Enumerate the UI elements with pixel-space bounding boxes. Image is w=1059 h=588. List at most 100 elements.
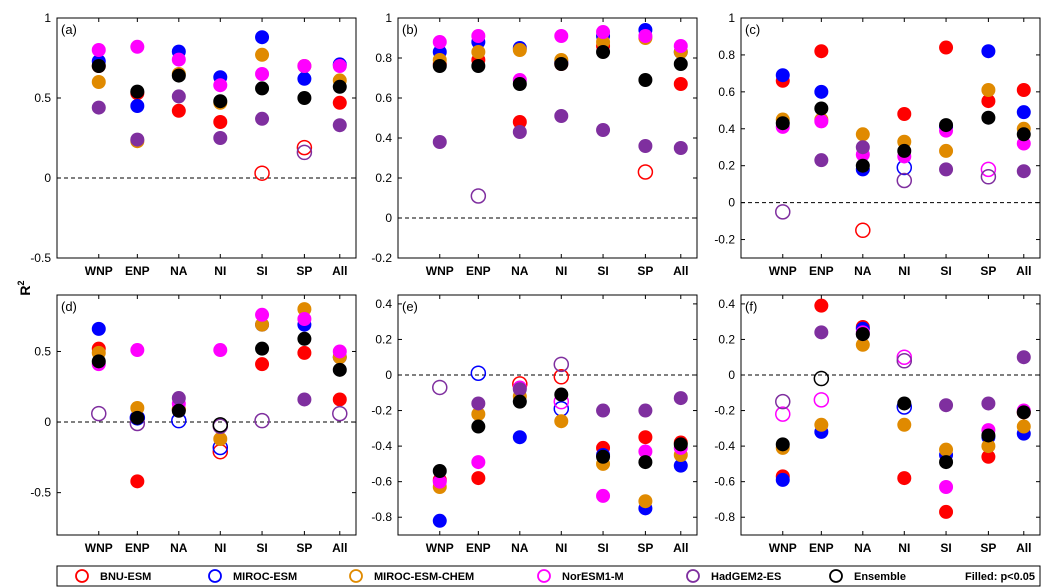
point-ensemble-ni: [897, 396, 912, 411]
point-bnu-esm-all: [332, 95, 347, 110]
point-hadgem2-es-sp: [297, 392, 312, 407]
point-ensemble-all: [1016, 405, 1031, 420]
panels: -0.5 0 0.5 1 WNP ENP NA NI SI SP All (a) -0.2 0 0.2 0.4…: [30, 11, 1041, 555]
point-miroc-esm-na: [512, 430, 527, 445]
point-ensemble-na: [171, 403, 186, 418]
y-tick-label: -0.6: [371, 475, 392, 489]
x-tick-label: SP: [637, 264, 653, 278]
point-hadgem2-es-enp: [130, 132, 145, 147]
point-hadgem2-es-ni: [896, 353, 913, 369]
point-bnu-esm-enp: [814, 44, 829, 59]
x-tick-label: NI: [898, 264, 910, 278]
point-hadgem2-es-sp: [638, 139, 653, 153]
y-tick-label: 0.2: [718, 332, 735, 346]
point-hadgem2-es-enp: [814, 325, 829, 340]
x-tick-label: WNP: [85, 541, 113, 555]
x-tick-label: SP: [296, 541, 312, 555]
point-ensemble-all: [673, 57, 688, 71]
point-miroc-esm-enp: [130, 99, 145, 113]
point-miroc-esm-sp: [981, 44, 996, 59]
point-bnu-esm-enp: [130, 474, 145, 489]
point-miroc-esm-chem-ni: [554, 414, 569, 429]
point-noresm1-m-all: [332, 344, 347, 359]
plot-frame: [397, 294, 698, 536]
point-hadgem2-es-sp: [296, 144, 313, 161]
point-ensemble-ni: [212, 417, 229, 433]
legend-box: [56, 565, 1041, 587]
point-noresm1-m-enp: [813, 392, 830, 408]
point-ensemble-enp: [471, 59, 486, 73]
point-miroc-esm-wnp: [775, 68, 790, 83]
point-noresm1-m-all: [673, 39, 688, 53]
x-tick-label: WNP: [769, 541, 797, 555]
point-noresm1-m-wnp: [432, 35, 447, 49]
point-hadgem2-es-wnp: [775, 204, 791, 220]
point-noresm1-m-all: [332, 59, 347, 73]
legend-label-bnu-esm: BNU-ESM: [100, 571, 151, 583]
point-noresm1-m-enp: [130, 343, 145, 358]
point-ensemble-enp: [813, 370, 830, 387]
point-ensemble-enp: [130, 84, 145, 99]
panel-label: (c): [745, 22, 760, 37]
x-tick-label: All: [332, 264, 347, 278]
panel-label: (b): [402, 22, 418, 37]
point-noresm1-m-enp: [130, 39, 145, 54]
x-tick-label: SI: [940, 264, 951, 278]
point-miroc-esm-wnp: [432, 513, 447, 528]
y-tick-label: 0.6: [718, 85, 735, 99]
point-ensemble-sp: [638, 73, 653, 87]
x-tick-label: All: [673, 541, 688, 555]
point-noresm1-m-wnp: [775, 406, 791, 422]
legend-marker-hadgem2-es: [686, 569, 700, 583]
point-ensemble-all: [1016, 127, 1031, 142]
point-hadgem2-es-sp: [980, 169, 997, 185]
x-tick-label: All: [1016, 264, 1031, 278]
point-bnu-esm-sp: [638, 430, 653, 445]
x-tick-label: WNP: [426, 541, 454, 555]
point-noresm1-m-ni: [213, 78, 228, 93]
point-noresm1-m-sp: [297, 59, 312, 73]
point-miroc-esm-chem-sp: [297, 302, 312, 317]
panel-f: -0.8 -0.6 -0.4 -0.2 0 0.2 0.4 WNP ENP NA NI SI SP All…: [714, 294, 1041, 555]
point-miroc-esm-enp: [814, 84, 829, 99]
panel-c: -0.2 0 0.2 0.4 0.6 0.8 1 WNP ENP NA NI SI SP All (c): [714, 11, 1041, 278]
y-tick-label: 0.4: [718, 122, 735, 136]
point-miroc-esm-all: [1016, 105, 1031, 120]
point-bnu-esm-ni: [897, 471, 912, 486]
x-tick-label: All: [332, 541, 347, 555]
x-tick-label: NI: [555, 264, 567, 278]
point-ensemble-enp: [471, 419, 486, 434]
y-tick-label: 0: [385, 211, 392, 225]
legend-marker-miroc-esm-chem: [349, 569, 363, 583]
point-noresm1-m-sp: [980, 161, 997, 178]
y-tick-label: 0.4: [375, 131, 392, 145]
point-noresm1-m-enp: [471, 29, 486, 43]
point-hadgem2-es-all: [1016, 350, 1031, 365]
point-noresm1-m-ni: [554, 29, 569, 43]
point-bnu-esm-all: [1016, 83, 1031, 97]
y-tick-label: 0.4: [718, 297, 735, 311]
point-ensemble-na: [512, 77, 527, 91]
point-hadgem2-es-na: [512, 382, 527, 397]
point-ensemble-all: [332, 79, 347, 94]
point-ensemble-si: [255, 81, 270, 96]
point-miroc-esm-si: [255, 30, 270, 45]
point-noresm1-m-enp: [471, 455, 486, 470]
y-tick-label: 0.5: [34, 91, 51, 105]
point-ensemble-sp: [297, 331, 312, 346]
point-ensemble-sp: [297, 91, 312, 105]
y-tick-label: -0.2: [371, 251, 392, 265]
point-noresm1-m-si: [939, 480, 954, 494]
point-hadgem2-es-wnp: [91, 100, 106, 115]
point-bnu-esm-all: [673, 77, 688, 91]
plot-frame: [56, 17, 357, 259]
point-bnu-esm-si: [254, 165, 270, 181]
y-tick-label: 0: [728, 368, 735, 382]
x-tick-label: NI: [214, 541, 226, 555]
point-noresm1-m-si: [255, 307, 270, 322]
point-hadgem2-es-all: [673, 391, 688, 406]
point-bnu-esm-ni: [553, 369, 570, 385]
legend-label-hadgem2-es: HadGEM2-ES: [711, 571, 781, 583]
x-tick-label: ENP: [125, 264, 150, 278]
